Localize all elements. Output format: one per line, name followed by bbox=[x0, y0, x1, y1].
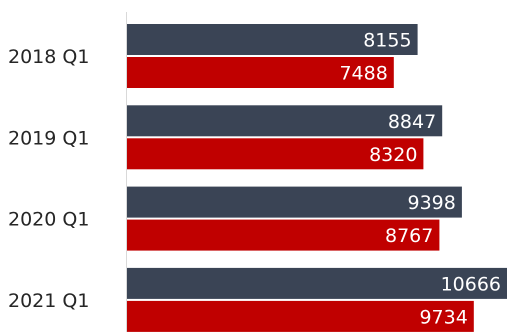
category-labels: 2018 Q1 2019 Q1 2020 Q1 2021 Q1 bbox=[8, 46, 89, 312]
bar bbox=[127, 57, 394, 88]
bars bbox=[127, 24, 507, 332]
bar-value-label: 10666 bbox=[441, 273, 501, 295]
bar-value-label: 9398 bbox=[407, 192, 455, 214]
bar bbox=[127, 105, 443, 137]
bar-value-label: 8320 bbox=[369, 144, 417, 166]
category-label: 2018 Q1 bbox=[8, 46, 89, 68]
bar bbox=[127, 219, 440, 251]
bar bbox=[127, 267, 507, 299]
bar-value-label: 7488 bbox=[339, 63, 387, 85]
category-label: 2020 Q1 bbox=[8, 209, 89, 231]
bar bbox=[127, 138, 424, 170]
category-label: 2019 Q1 bbox=[8, 127, 89, 149]
bar-value-label: 8767 bbox=[385, 225, 433, 247]
bar-value-label: 8155 bbox=[363, 30, 411, 52]
bar bbox=[127, 186, 462, 218]
bar bbox=[127, 300, 474, 332]
category-label: 2021 Q1 bbox=[8, 290, 89, 312]
bar-value-label: 8847 bbox=[388, 111, 436, 133]
value-labels: 8155 7488 8847 8320 9398 8767 10666 9734 bbox=[339, 30, 501, 329]
bar-value-label: 9734 bbox=[419, 306, 467, 328]
bar bbox=[127, 24, 418, 55]
